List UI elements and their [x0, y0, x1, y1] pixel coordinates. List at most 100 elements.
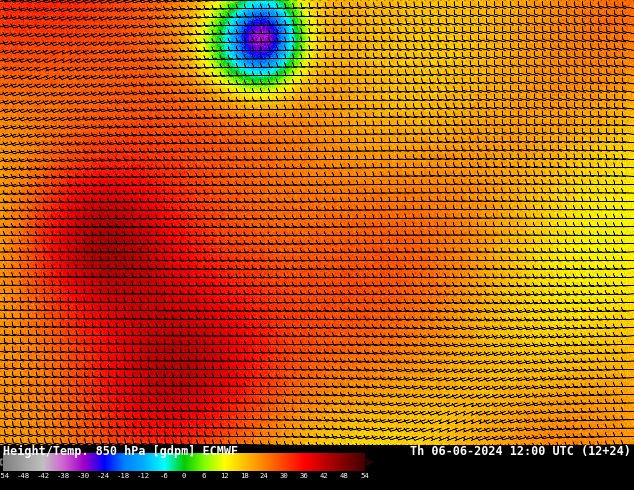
Bar — [196, 453, 197, 471]
Bar — [266, 453, 268, 471]
Bar — [101, 453, 103, 471]
Bar — [53, 453, 54, 471]
Bar — [72, 453, 73, 471]
Bar — [325, 453, 327, 471]
Text: 18: 18 — [240, 473, 249, 479]
Bar — [210, 453, 211, 471]
Bar — [206, 453, 207, 471]
Bar — [270, 453, 271, 471]
Bar — [93, 453, 94, 471]
Bar — [39, 453, 41, 471]
Bar — [70, 453, 72, 471]
Bar — [94, 453, 96, 471]
Bar — [89, 453, 91, 471]
Bar — [303, 453, 304, 471]
Bar — [284, 453, 285, 471]
Bar — [145, 453, 146, 471]
Bar — [65, 453, 66, 471]
Bar — [337, 453, 339, 471]
Bar — [218, 453, 219, 471]
Bar — [127, 453, 129, 471]
Bar — [65, 453, 67, 471]
Bar — [12, 453, 13, 471]
Bar — [119, 453, 120, 471]
Bar — [139, 453, 140, 471]
Bar — [53, 453, 55, 471]
Bar — [197, 453, 198, 471]
Bar — [141, 453, 143, 471]
Bar — [351, 453, 353, 471]
Bar — [320, 453, 321, 471]
Bar — [146, 453, 147, 471]
Bar — [60, 453, 61, 471]
Bar — [48, 453, 49, 471]
Bar — [178, 453, 179, 471]
Bar — [156, 453, 157, 471]
Bar — [162, 453, 163, 471]
Bar — [233, 453, 235, 471]
Text: 48: 48 — [340, 473, 349, 479]
Bar — [351, 453, 352, 471]
Bar — [137, 453, 138, 471]
Bar — [108, 453, 109, 471]
Bar — [222, 453, 223, 471]
Bar — [161, 453, 162, 471]
Bar — [127, 453, 128, 471]
Bar — [118, 453, 119, 471]
Bar — [168, 453, 169, 471]
Bar — [318, 453, 319, 471]
Bar — [213, 453, 214, 471]
Bar — [23, 453, 25, 471]
Bar — [277, 453, 278, 471]
Bar — [14, 453, 15, 471]
Bar — [214, 453, 216, 471]
Bar — [98, 453, 99, 471]
Bar — [217, 453, 218, 471]
Text: -38: -38 — [57, 473, 70, 479]
Bar — [294, 453, 295, 471]
Bar — [175, 453, 176, 471]
Bar — [267, 453, 268, 471]
Bar — [349, 453, 351, 471]
Bar — [243, 453, 244, 471]
Bar — [337, 453, 338, 471]
Bar — [177, 453, 178, 471]
Bar — [201, 453, 202, 471]
Bar — [84, 453, 85, 471]
Bar — [68, 453, 70, 471]
Bar — [241, 453, 242, 471]
Bar — [347, 453, 349, 471]
Bar — [58, 453, 60, 471]
Bar — [165, 453, 167, 471]
Bar — [273, 453, 275, 471]
Bar — [69, 453, 71, 471]
Bar — [187, 453, 188, 471]
Text: -54: -54 — [0, 473, 10, 479]
Bar — [133, 453, 134, 471]
Text: 12: 12 — [219, 473, 228, 479]
Bar — [179, 453, 180, 471]
Bar — [274, 453, 276, 471]
Bar — [183, 453, 184, 471]
Text: -24: -24 — [97, 473, 110, 479]
Bar — [117, 453, 118, 471]
Bar — [16, 453, 18, 471]
Bar — [107, 453, 108, 471]
Bar — [275, 453, 276, 471]
Bar — [7, 453, 8, 471]
Text: 24: 24 — [260, 473, 269, 479]
Bar — [84, 453, 86, 471]
Bar — [261, 453, 262, 471]
Text: -6: -6 — [159, 473, 168, 479]
Text: Height/Temp. 850 hPa [gdpm] ECMWF: Height/Temp. 850 hPa [gdpm] ECMWF — [3, 445, 238, 459]
Bar — [244, 453, 245, 471]
Bar — [236, 453, 237, 471]
Bar — [55, 453, 56, 471]
Bar — [33, 453, 35, 471]
Bar — [335, 453, 336, 471]
Bar — [113, 453, 115, 471]
Bar — [358, 453, 360, 471]
Bar — [349, 453, 350, 471]
Bar — [171, 453, 172, 471]
Bar — [291, 453, 292, 471]
